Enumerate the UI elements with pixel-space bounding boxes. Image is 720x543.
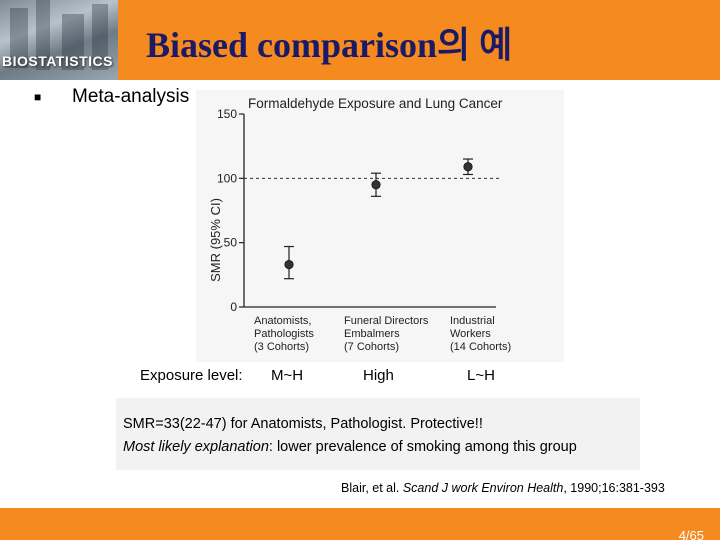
chart-panel	[196, 90, 564, 362]
data-point	[371, 180, 381, 190]
page-number: 4/65	[678, 528, 704, 543]
data-point	[463, 162, 473, 172]
bullet-marker: ■	[34, 90, 42, 104]
y-tick-label: 50	[224, 236, 238, 250]
explanation-label: Most likely explanation	[123, 439, 269, 455]
smr-note: SMR=33(22-47) for Anatomists, Pathologis…	[123, 416, 483, 432]
citation-journal: Scand J work Environ Health	[402, 481, 564, 495]
page-title: Biased comparison의 예	[146, 25, 513, 65]
biostatistics-logo: BIOSTATISTICS	[0, 0, 118, 80]
category-label: Funeral Directors	[344, 315, 429, 327]
data-point	[284, 259, 294, 270]
logo-text: BIOSTATISTICS	[2, 53, 113, 69]
category-label: Anatomists,	[254, 315, 311, 327]
category-label: (7 Cohorts)	[344, 341, 399, 353]
y-tick-label: 100	[217, 171, 237, 185]
note-panel	[116, 398, 640, 470]
bullet-label: Meta-analysis	[72, 86, 190, 107]
y-axis-label: SMR (95% CI)	[208, 198, 223, 282]
exposure-level-1: M~H	[271, 367, 304, 384]
citation-authors: Blair, et al.	[341, 481, 403, 495]
exposure-level-2: High	[363, 367, 394, 384]
chart-marks	[284, 158, 473, 280]
chart-title: Formaldehyde Exposure and Lung Cancer	[248, 96, 503, 111]
exposure-level-3: L~H	[467, 367, 495, 384]
header-bar	[0, 0, 720, 80]
footer-bar	[0, 508, 720, 540]
explanation-text: : lower prevalence of smoking among this…	[268, 439, 577, 455]
category-label: Embalmers	[344, 328, 400, 340]
explanation-note: Most likely explanation: lower prevalenc…	[123, 439, 577, 455]
y-ticks: 0 50 100 150	[217, 107, 244, 314]
exposure-label: Exposure level:	[140, 367, 243, 384]
citation-details: , 1990;16:381-393	[563, 481, 665, 495]
category-label: (14 Cohorts)	[450, 341, 511, 353]
y-tick-label: 0	[230, 300, 237, 314]
category-label: Workers	[450, 328, 491, 340]
category-label: Industrial	[450, 315, 495, 327]
y-tick-label: 150	[217, 107, 237, 121]
category-label: (3 Cohorts)	[254, 341, 309, 353]
category-labels: Anatomists,Pathologists(3 Cohorts) Funera…	[254, 315, 511, 353]
smr-chart: Formaldehyde Exposure and Lung Cancer SM…	[208, 96, 511, 353]
category-label: Pathologists	[254, 328, 314, 340]
citation: Blair, et al. Scand J work Environ Healt…	[341, 481, 665, 495]
